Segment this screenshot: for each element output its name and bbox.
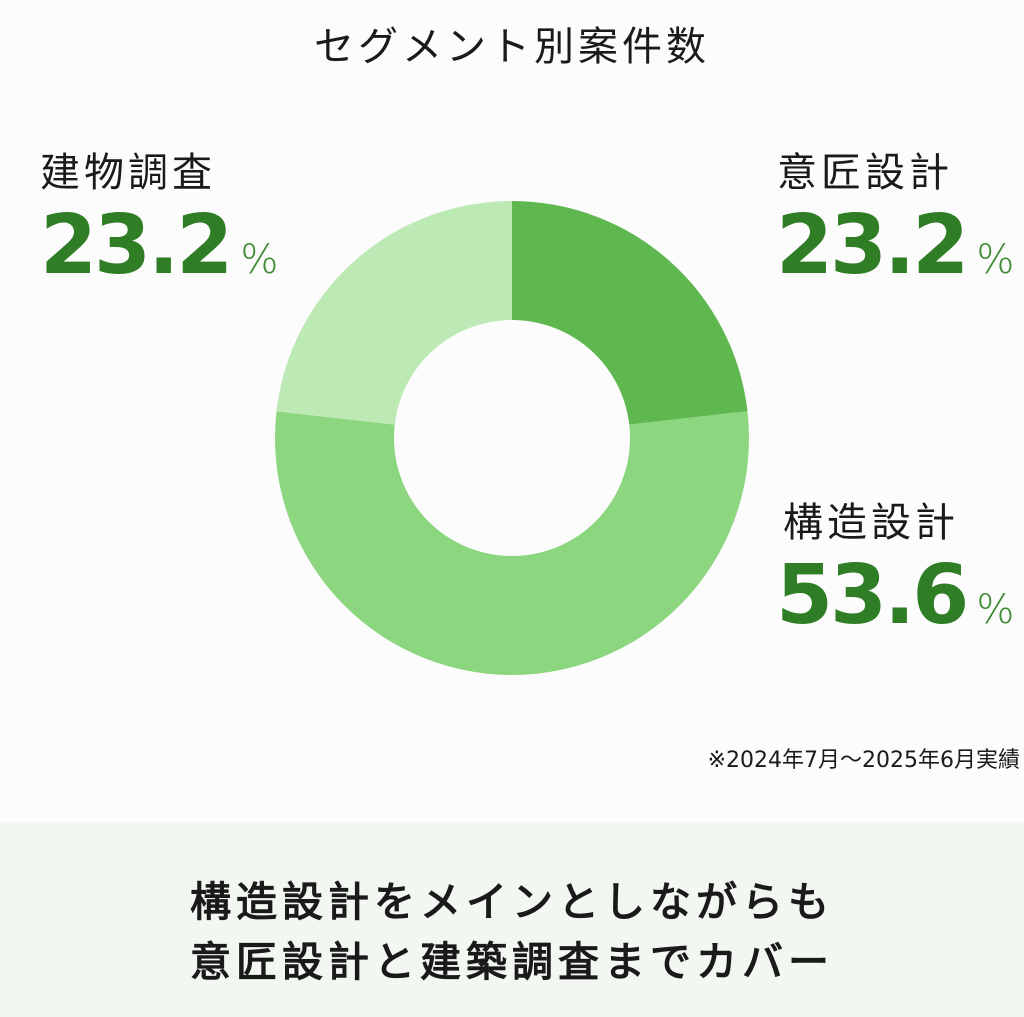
segment-value-unit: %: [240, 237, 279, 283]
segment-value-building-survey: 23.2%: [40, 198, 278, 293]
segment-label-structural: 構造設計: [783, 500, 959, 546]
segment-value-number: 53.6: [776, 548, 969, 643]
segment-value-structural: 53.6%: [776, 548, 1014, 643]
summary-line-2: 意匠設計と建築調査までカバー: [190, 938, 834, 986]
segment-label-building-survey: 建物調査: [40, 150, 216, 196]
donut-slice-1: [512, 201, 748, 425]
segment-label-design: 意匠設計: [777, 150, 953, 196]
summary-panel: 構造設計をメインとしながらも 意匠設計と建築調査までカバー: [0, 822, 1024, 1017]
period-note: ※2024年7月〜2025年6月実績: [707, 748, 1020, 773]
chart-title: セグメント別案件数: [314, 24, 710, 70]
segment-value-design: 23.2%: [776, 198, 1014, 293]
segment-value-number: 23.2: [40, 198, 233, 293]
donut-chart: [275, 201, 749, 676]
segment-value-unit: %: [976, 237, 1015, 283]
donut-slice-3: [276, 201, 512, 425]
segment-value-unit: %: [976, 587, 1015, 633]
summary-line-1: 構造設計をメインとしながらも: [190, 878, 834, 926]
donut-slice-2: [275, 411, 749, 676]
donut-slices: [275, 201, 749, 676]
segment-value-number: 23.2: [776, 198, 969, 293]
